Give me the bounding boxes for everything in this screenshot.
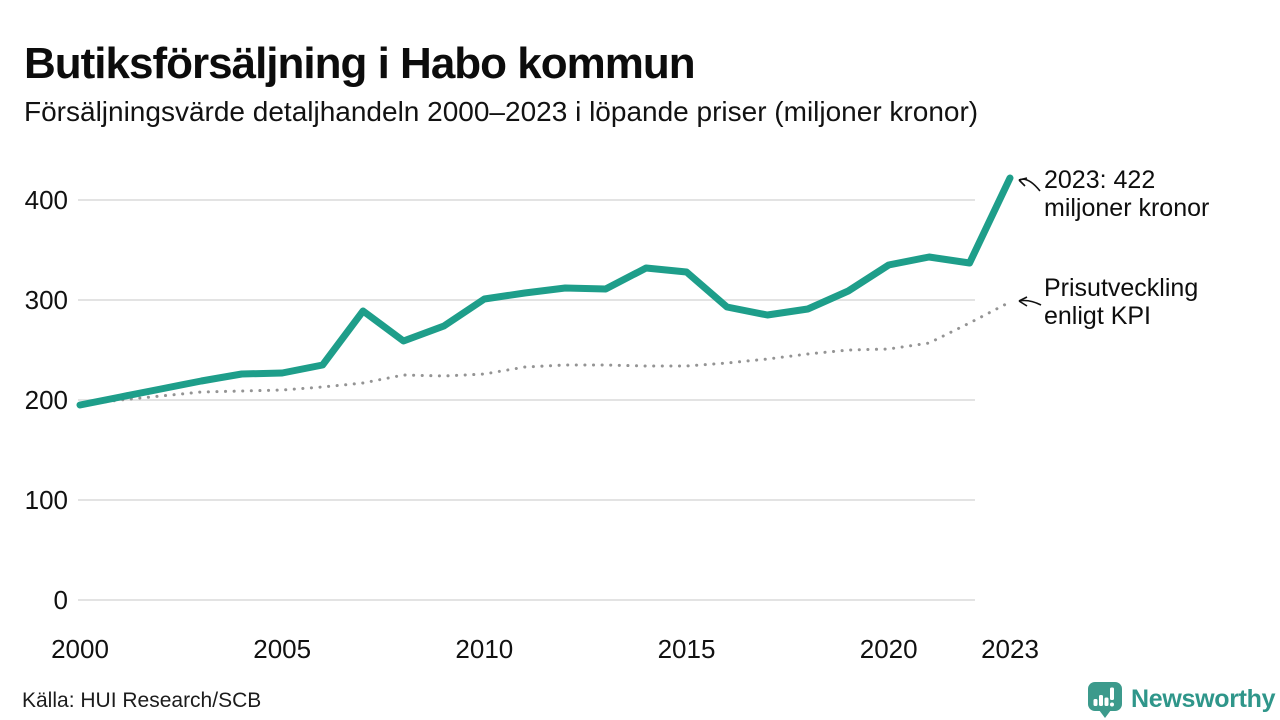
annotation-kpi-label: Prisutveckling enligt KPI bbox=[1044, 274, 1199, 330]
y-axis-tick-labels: 0 100 200 300 400 bbox=[25, 185, 68, 615]
chart-subtitle: Försäljningsvärde detaljhandeln 2000–202… bbox=[24, 96, 979, 127]
x-tick-label: 2000 bbox=[51, 634, 109, 664]
annotation-2023-value: 2023: 422 miljoner kronor bbox=[1044, 166, 1210, 222]
x-tick-label: 2015 bbox=[658, 634, 716, 664]
x-tick-label: 2020 bbox=[860, 634, 918, 664]
x-tick-label: 2005 bbox=[253, 634, 311, 664]
x-axis-tick-labels: 2000 2005 2010 2015 2020 2023 bbox=[51, 634, 1039, 664]
x-tick-label: 2023 bbox=[981, 634, 1039, 664]
y-tick-label: 100 bbox=[25, 485, 68, 515]
y-tick-label: 400 bbox=[25, 185, 68, 215]
y-tick-label: 0 bbox=[54, 585, 68, 615]
kpi-dotted-line bbox=[78, 300, 1012, 407]
annotation-arrows bbox=[1018, 177, 1042, 307]
y-tick-label: 300 bbox=[25, 285, 68, 315]
gridlines bbox=[78, 199, 975, 601]
y-tick-label: 200 bbox=[25, 385, 68, 415]
newsworthy-chart-bubble-icon bbox=[1088, 682, 1122, 718]
newsworthy-wordmark: Newsworthy bbox=[1131, 684, 1276, 713]
arrow-to-sales-line bbox=[1018, 178, 1041, 192]
page-title: Butiksförsäljning i Habo kommun bbox=[24, 39, 696, 89]
source-credit: Källa: HUI Research/SCB bbox=[22, 689, 262, 712]
sales-line bbox=[76, 174, 1014, 409]
newsworthy-logo: Newsworthy bbox=[1086, 680, 1276, 718]
x-tick-label: 2010 bbox=[455, 634, 513, 664]
